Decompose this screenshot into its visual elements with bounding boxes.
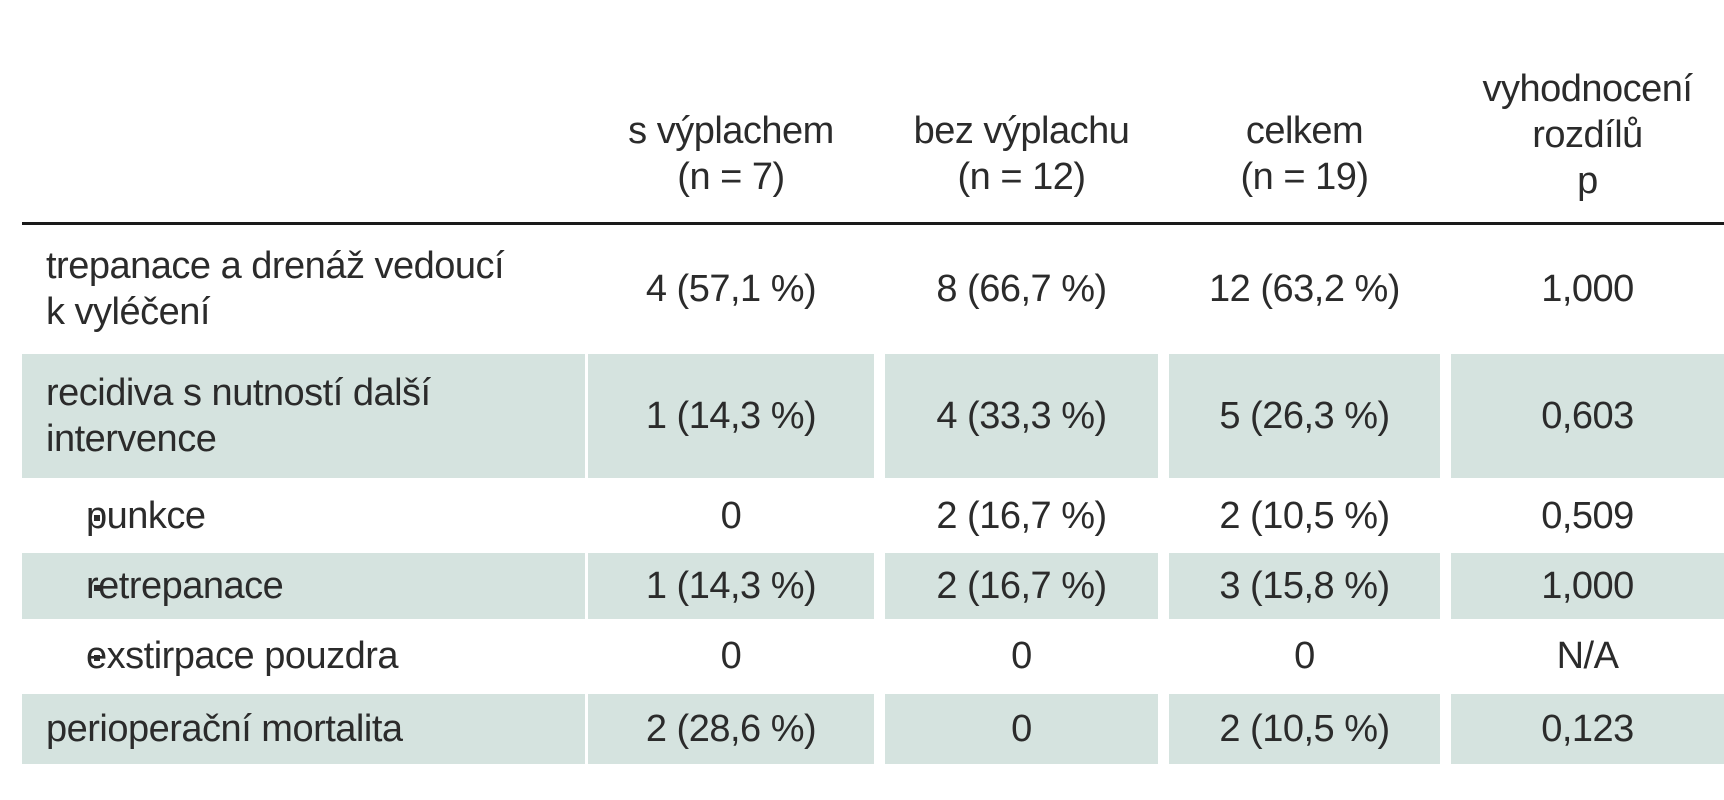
column-header: vyhodnocení rozdílů p [1451,48,1724,224]
row-label: exstirpace pouzdra [22,622,585,690]
header-line: (n = 12) [957,156,1086,198]
table-cell: 4 (57,1 %) [588,225,874,352]
column-header: celkem (n = 19) [1169,60,1440,220]
table-cell: 1 (14,3 %) [588,354,874,478]
label-line: k vyléčení [46,290,210,333]
cell-value: 12 (63,2 %) [1209,267,1400,310]
label-line: retrepanace [86,565,284,607]
table-cell: 4 (33,3 %) [885,354,1158,478]
table-cell: 2 (28,6 %) [588,694,874,764]
row-label: trepanace a drenáž vedoucí k vyléčení [22,225,585,352]
cell-value: 0 [1011,708,1032,750]
table-cell: 1,000 [1451,225,1724,352]
cell-value: 8 (66,7 %) [936,267,1107,310]
row-label: perioperační mortalita [22,694,585,764]
table-cell: 5 (26,3 %) [1169,354,1440,478]
header-line: vyhodnocení [1482,68,1694,110]
cell-value: 2 (10,5 %) [1219,708,1390,750]
table-cell: 2 (16,7 %) [885,553,1158,619]
table-cell: 0 [1169,622,1440,690]
label-line: intervence [46,418,217,460]
header-line: celkem [1245,110,1364,152]
header-line: bez výplachu [913,110,1130,152]
cell-value: 0,123 [1541,708,1634,750]
header-line: (n = 19) [1240,156,1369,198]
cell-value: 0 [1011,635,1032,677]
label-line: punkce [86,495,206,537]
table-cell: 0 [885,694,1158,764]
table-cell: 1,000 [1451,553,1724,619]
table-cell: 8 (66,7 %) [885,225,1158,352]
cell-value: 0,509 [1541,495,1634,537]
table-cell: 2 (16,7 %) [885,482,1158,550]
cell-value: N/A [1556,635,1619,677]
table-cell: 0,123 [1451,694,1724,764]
cell-value: 0 [720,635,742,677]
table-cell: 2 (10,5 %) [1169,694,1440,764]
cell-value: 0 [720,495,742,537]
table-cell: 2 (10,5 %) [1169,482,1440,550]
cell-value: 1,000 [1541,565,1634,607]
row-label: recidiva s nutností další intervence [22,354,585,478]
row-label: retrepanace [22,553,585,619]
cell-value: 3 (15,8 %) [1219,565,1390,607]
table-cell: 1 (14,3 %) [588,553,874,619]
label-line: recidiva s nutností další [46,372,431,414]
header-line: (n = 7) [677,156,785,198]
cell-value: 2 (16,7 %) [936,565,1107,607]
table-cell: 0 [588,482,874,550]
cell-value: 0,603 [1541,395,1634,437]
table-cell: 12 (63,2 %) [1169,225,1440,352]
cell-value: 2 (28,6 %) [645,708,817,750]
cell-value: 1 (14,3 %) [645,395,817,437]
cell-value: 2 (16,7 %) [936,495,1107,537]
table-cell: 3 (15,8 %) [1169,553,1440,619]
header-rule [22,222,1724,225]
header-line: rozdílů [1532,114,1643,156]
cell-value: 1 (14,3 %) [645,565,817,607]
column-header: s výplachem (n = 7) [588,60,874,220]
cell-value: 4 (57,1 %) [645,267,817,310]
cell-value: 2 (10,5 %) [1219,495,1390,537]
table-cell: N/A [1451,622,1724,690]
table-cell: 0,509 [1451,482,1724,550]
cell-value: 5 (26,3 %) [1219,395,1390,437]
cell-value: 4 (33,3 %) [936,395,1107,437]
table-cell: 0 [885,622,1158,690]
header-line: s výplachem [628,110,834,152]
cell-value: 1,000 [1541,267,1634,310]
cell-value: 0 [1294,635,1315,677]
label-line: perioperační mortalita [46,708,403,750]
label-line: trepanace a drenáž vedoucí [46,244,505,287]
table-cell: 0 [588,622,874,690]
table-cell: 0,603 [1451,354,1724,478]
column-header: bez výplachu (n = 12) [885,60,1158,220]
label-line: exstirpace pouzdra [86,635,399,677]
header-line: p [1577,160,1598,202]
row-label: punkce [22,482,585,550]
